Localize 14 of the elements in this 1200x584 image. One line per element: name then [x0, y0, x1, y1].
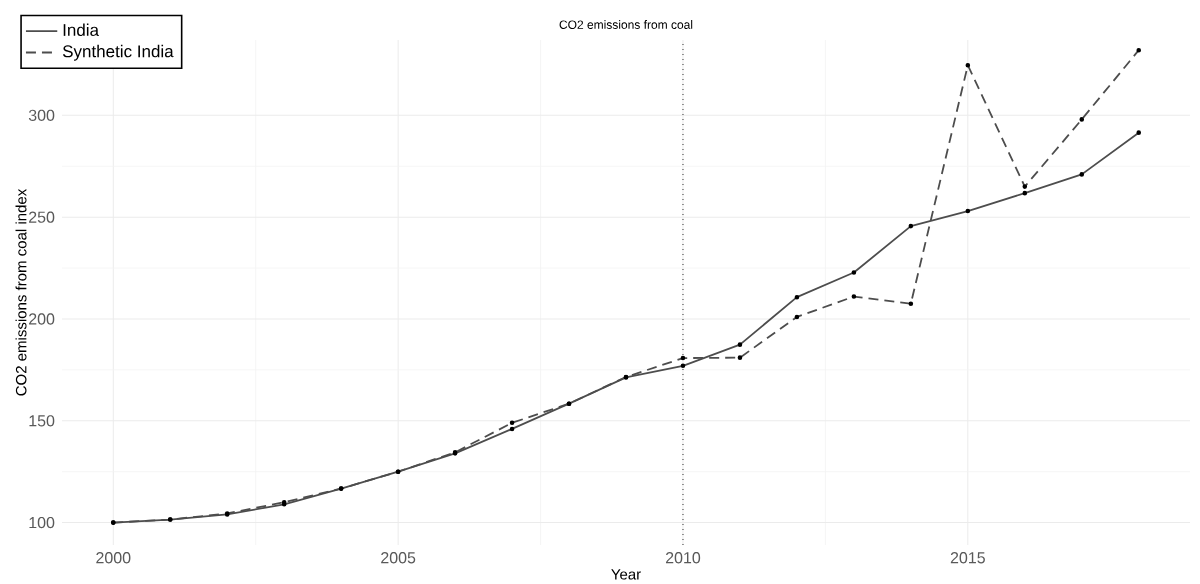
y-tick-label: 300	[28, 109, 55, 121]
x-tick-label: 2015	[950, 552, 985, 564]
y-tick-label: 200	[29, 313, 55, 325]
x-axis-title: Year	[611, 569, 641, 580]
y-tick-label: 100	[29, 516, 55, 529]
y-axis-title: CO2 emissions from coal index	[15, 188, 27, 396]
y-tick-label: 250	[29, 211, 55, 223]
legend-label: India	[63, 23, 99, 37]
chart-title: CO2 emissions from coal	[559, 20, 693, 29]
x-tick-label: 2010	[665, 552, 701, 564]
x-tick-label: 2005	[381, 552, 416, 564]
x-tick-label: 2000	[96, 552, 131, 564]
legend-label: Synthetic India	[62, 44, 174, 61]
y-tick-label: 150	[29, 415, 55, 427]
